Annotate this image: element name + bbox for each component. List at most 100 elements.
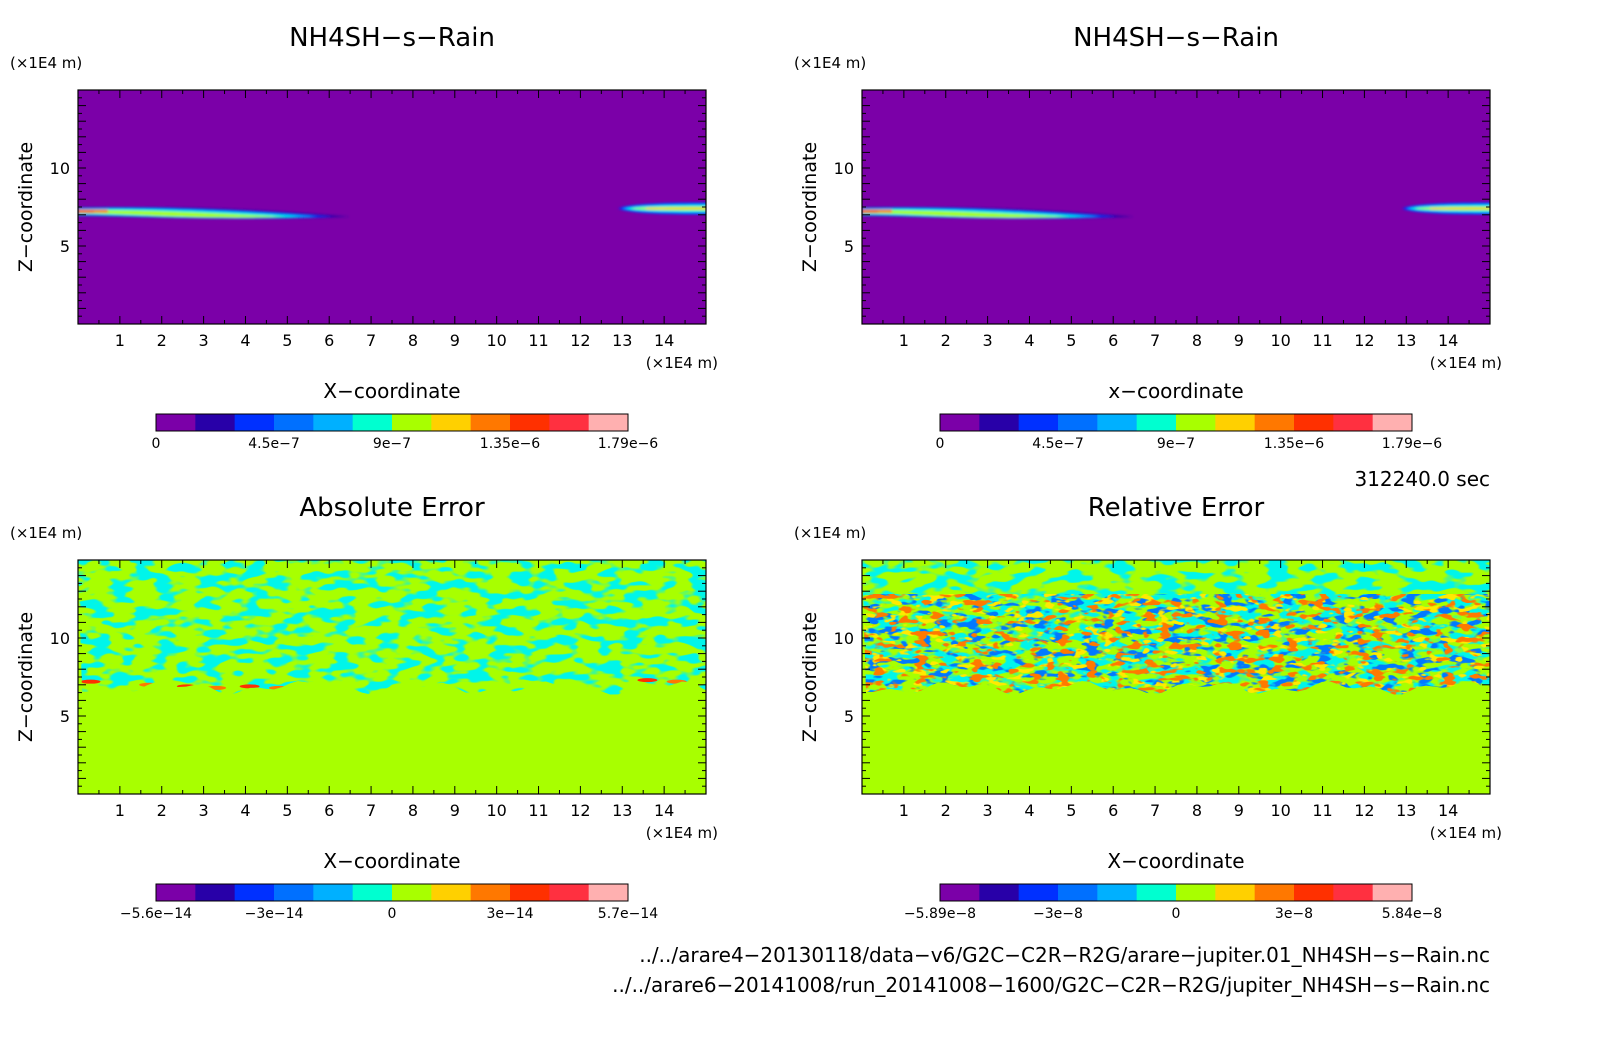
colorbar-swatch bbox=[1058, 414, 1098, 431]
x-unit-label: (×1E4 m) bbox=[646, 354, 718, 372]
colorbar-tick-label: −3e−8 bbox=[1033, 906, 1083, 922]
colorbar-swatch bbox=[979, 414, 1020, 431]
x-tick-label: 7 bbox=[1150, 331, 1160, 350]
chart-panel-3: Absolute Error(×1E4 m)1 2 3 4 5 6 7 8 9 10 11 12 13 1… bbox=[10, 493, 718, 922]
x-tick-label: 5 bbox=[282, 801, 292, 820]
x-tick-label: 11 bbox=[528, 801, 548, 820]
x-axis-label: X−coordinate bbox=[1107, 849, 1244, 873]
plume-2 bbox=[618, 202, 706, 215]
colorbar-tick-label: 1.79e−6 bbox=[598, 436, 659, 452]
colorbar-swatch bbox=[1176, 884, 1216, 901]
colorbar-tick-label: −3e−14 bbox=[245, 906, 304, 922]
plume-1 bbox=[862, 206, 1135, 219]
x-tick-label: 12 bbox=[570, 331, 590, 350]
colorbar-swatch bbox=[1333, 884, 1374, 901]
colorbar-swatch bbox=[195, 884, 236, 901]
x-tick-label: 12 bbox=[1354, 801, 1374, 820]
x-tick-label: 8 bbox=[408, 331, 418, 350]
file-path-2: ../../arare6−20141008/run_20141008−1600/… bbox=[612, 973, 1490, 997]
x-tick-label: 12 bbox=[570, 801, 590, 820]
colorbar-swatch bbox=[940, 414, 980, 431]
colorbar-swatch bbox=[1097, 884, 1138, 901]
chart-title: NH4SH−s−Rain bbox=[289, 23, 495, 53]
colorbar-swatch bbox=[274, 884, 314, 901]
colorbar-swatch bbox=[940, 884, 980, 901]
noise-mixed bbox=[862, 594, 1490, 695]
colorbar-swatch bbox=[588, 884, 629, 901]
colorbar-tick-label: 4.5e−7 bbox=[248, 436, 300, 452]
colorbar-swatch bbox=[313, 414, 354, 431]
colorbar-swatch bbox=[470, 884, 511, 901]
colorbar-frame bbox=[939, 413, 1413, 432]
x-tick-label: 5 bbox=[1066, 801, 1076, 820]
x-tick-label: 6 bbox=[1108, 801, 1118, 820]
y-tick-label: 10 bbox=[50, 629, 70, 648]
colorbar-swatch bbox=[1254, 884, 1295, 901]
x-unit-label: (×1E4 m) bbox=[1430, 824, 1502, 842]
colorbar-swatch bbox=[1018, 414, 1059, 431]
colorbar-swatch bbox=[234, 884, 275, 901]
colorbar-swatch bbox=[313, 884, 354, 901]
colorbar-swatch bbox=[1176, 414, 1216, 431]
x-tick-label: 8 bbox=[1192, 331, 1202, 350]
x-tick-label: 10 bbox=[1270, 331, 1290, 350]
colorbar-tick-label: 0 bbox=[388, 906, 397, 922]
colorbar-swatch bbox=[1333, 414, 1374, 431]
colorbar-swatch bbox=[549, 414, 590, 431]
x-tick-label: 6 bbox=[1108, 331, 1118, 350]
chart-panel-4: Relative Error(×1E4 m)1 2 3 4 5 6 7 8 9 10 11 12 13 1… bbox=[794, 493, 1502, 922]
x-tick-label: 10 bbox=[486, 331, 506, 350]
x-tick-label: 14 bbox=[654, 331, 674, 350]
x-tick-label: 1 bbox=[115, 801, 125, 820]
colorbar-frame bbox=[155, 883, 629, 902]
x-unit-label: (×1E4 m) bbox=[1430, 354, 1502, 372]
x-tick-label: 6 bbox=[324, 801, 334, 820]
y-tick-label: 5 bbox=[844, 237, 854, 256]
x-tick-label: 9 bbox=[1234, 801, 1244, 820]
x-axis-label: X−coordinate bbox=[323, 849, 460, 873]
colorbar-swatch bbox=[470, 414, 511, 431]
y-unit-label: (×1E4 m) bbox=[794, 524, 866, 542]
x-tick-label: 2 bbox=[941, 801, 951, 820]
colorbar-swatch bbox=[195, 414, 236, 431]
plume-core bbox=[646, 207, 706, 210]
x-tick-label: 2 bbox=[157, 801, 167, 820]
x-tick-label: 4 bbox=[240, 801, 250, 820]
colorbar-tick-label: 1.35e−6 bbox=[480, 436, 541, 452]
x-tick-label: 13 bbox=[612, 331, 632, 350]
x-tick-label: 11 bbox=[1312, 331, 1332, 350]
colorbar-swatch bbox=[1294, 884, 1334, 901]
x-tick-label: 7 bbox=[366, 801, 376, 820]
x-tick-label: 14 bbox=[1438, 801, 1458, 820]
colorbar-swatch bbox=[352, 884, 393, 901]
colorbar-swatch bbox=[549, 884, 590, 901]
colorbar-tick-label: 3e−8 bbox=[1275, 906, 1313, 922]
noise-patch bbox=[80, 679, 101, 684]
x-tick-label: 9 bbox=[1234, 331, 1244, 350]
plume-core bbox=[1430, 207, 1490, 210]
colorbar-swatch bbox=[156, 884, 196, 901]
colorbar-swatch bbox=[234, 414, 275, 431]
y-axis-label: Z−coordinate bbox=[799, 612, 821, 742]
x-tick-label: 7 bbox=[1150, 801, 1160, 820]
x-tick-label: 8 bbox=[1192, 801, 1202, 820]
x-tick-label: 1 bbox=[899, 331, 909, 350]
x-tick-label: 2 bbox=[157, 331, 167, 350]
colorbar-tick-label: 4.5e−7 bbox=[1032, 436, 1084, 452]
x-tick-label: 14 bbox=[654, 801, 674, 820]
y-tick-label: 10 bbox=[834, 629, 854, 648]
chart-panel-2: NH4SH−s−Rain(×1E4 m)1 2 3 4 5 6 7 8 9 10 11 12 13 145… bbox=[794, 23, 1502, 452]
noise-band bbox=[862, 560, 1490, 695]
colorbar-tick-label: 0 bbox=[1172, 906, 1181, 922]
y-tick-label: 5 bbox=[60, 707, 70, 726]
x-tick-label: 13 bbox=[1396, 331, 1416, 350]
x-unit-label: (×1E4 m) bbox=[646, 824, 718, 842]
colorbar-swatch bbox=[156, 414, 196, 431]
file-path-1: ../../arare4−20130118/data−v6/G2C−C2R−R2… bbox=[639, 943, 1490, 967]
colorbar-swatch bbox=[1018, 884, 1059, 901]
x-tick-label: 2 bbox=[941, 331, 951, 350]
noise-band bbox=[78, 560, 706, 695]
plume-2 bbox=[1402, 202, 1490, 215]
plot-area bbox=[78, 560, 706, 794]
y-tick-label: 5 bbox=[60, 237, 70, 256]
